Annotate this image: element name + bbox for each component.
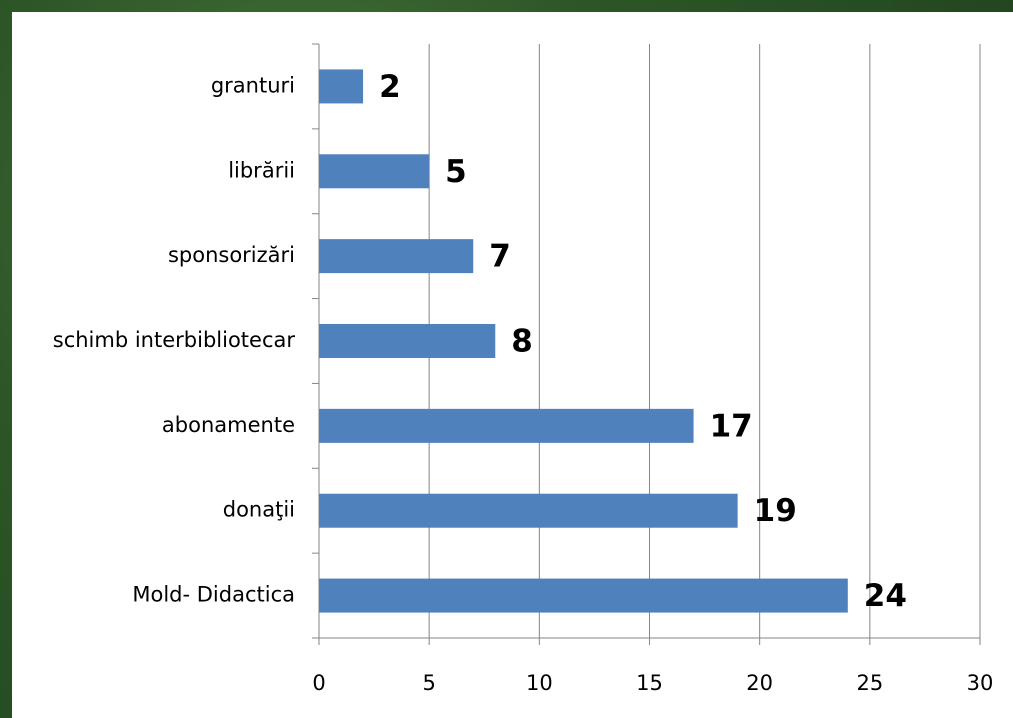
bar: [319, 408, 694, 443]
x-tick-label: 30: [967, 671, 994, 695]
y-tick-label: schimb interbibliotecar: [53, 328, 296, 352]
x-tick-label: 10: [526, 671, 553, 695]
bar: [319, 578, 848, 613]
bar: [319, 69, 364, 104]
x-tick-label: 0: [312, 671, 325, 695]
y-tick-label: librării: [228, 158, 295, 182]
data-label: 17: [710, 408, 753, 444]
y-tick-label: sponsorizări: [168, 243, 295, 267]
y-tick-label: abonamente: [162, 413, 295, 437]
x-tick-label: 20: [746, 671, 773, 695]
data-label: 2: [379, 69, 401, 105]
bar: [319, 324, 496, 358]
y-tick-label: donaţii: [223, 498, 295, 522]
y-tick-label: granturi: [211, 73, 295, 97]
data-label: 24: [864, 578, 907, 614]
bar: [319, 239, 474, 274]
data-label: 19: [754, 493, 797, 529]
y-tick-label: Mold- Didactica: [132, 583, 295, 607]
x-tick-label: 25: [856, 671, 883, 695]
bar: [319, 493, 738, 528]
x-tick-label: 15: [636, 671, 663, 695]
data-label: 5: [445, 154, 467, 190]
data-label: 8: [511, 324, 533, 360]
bar: [319, 154, 430, 189]
x-tick-label: 5: [422, 671, 435, 695]
data-label: 7: [489, 239, 511, 275]
